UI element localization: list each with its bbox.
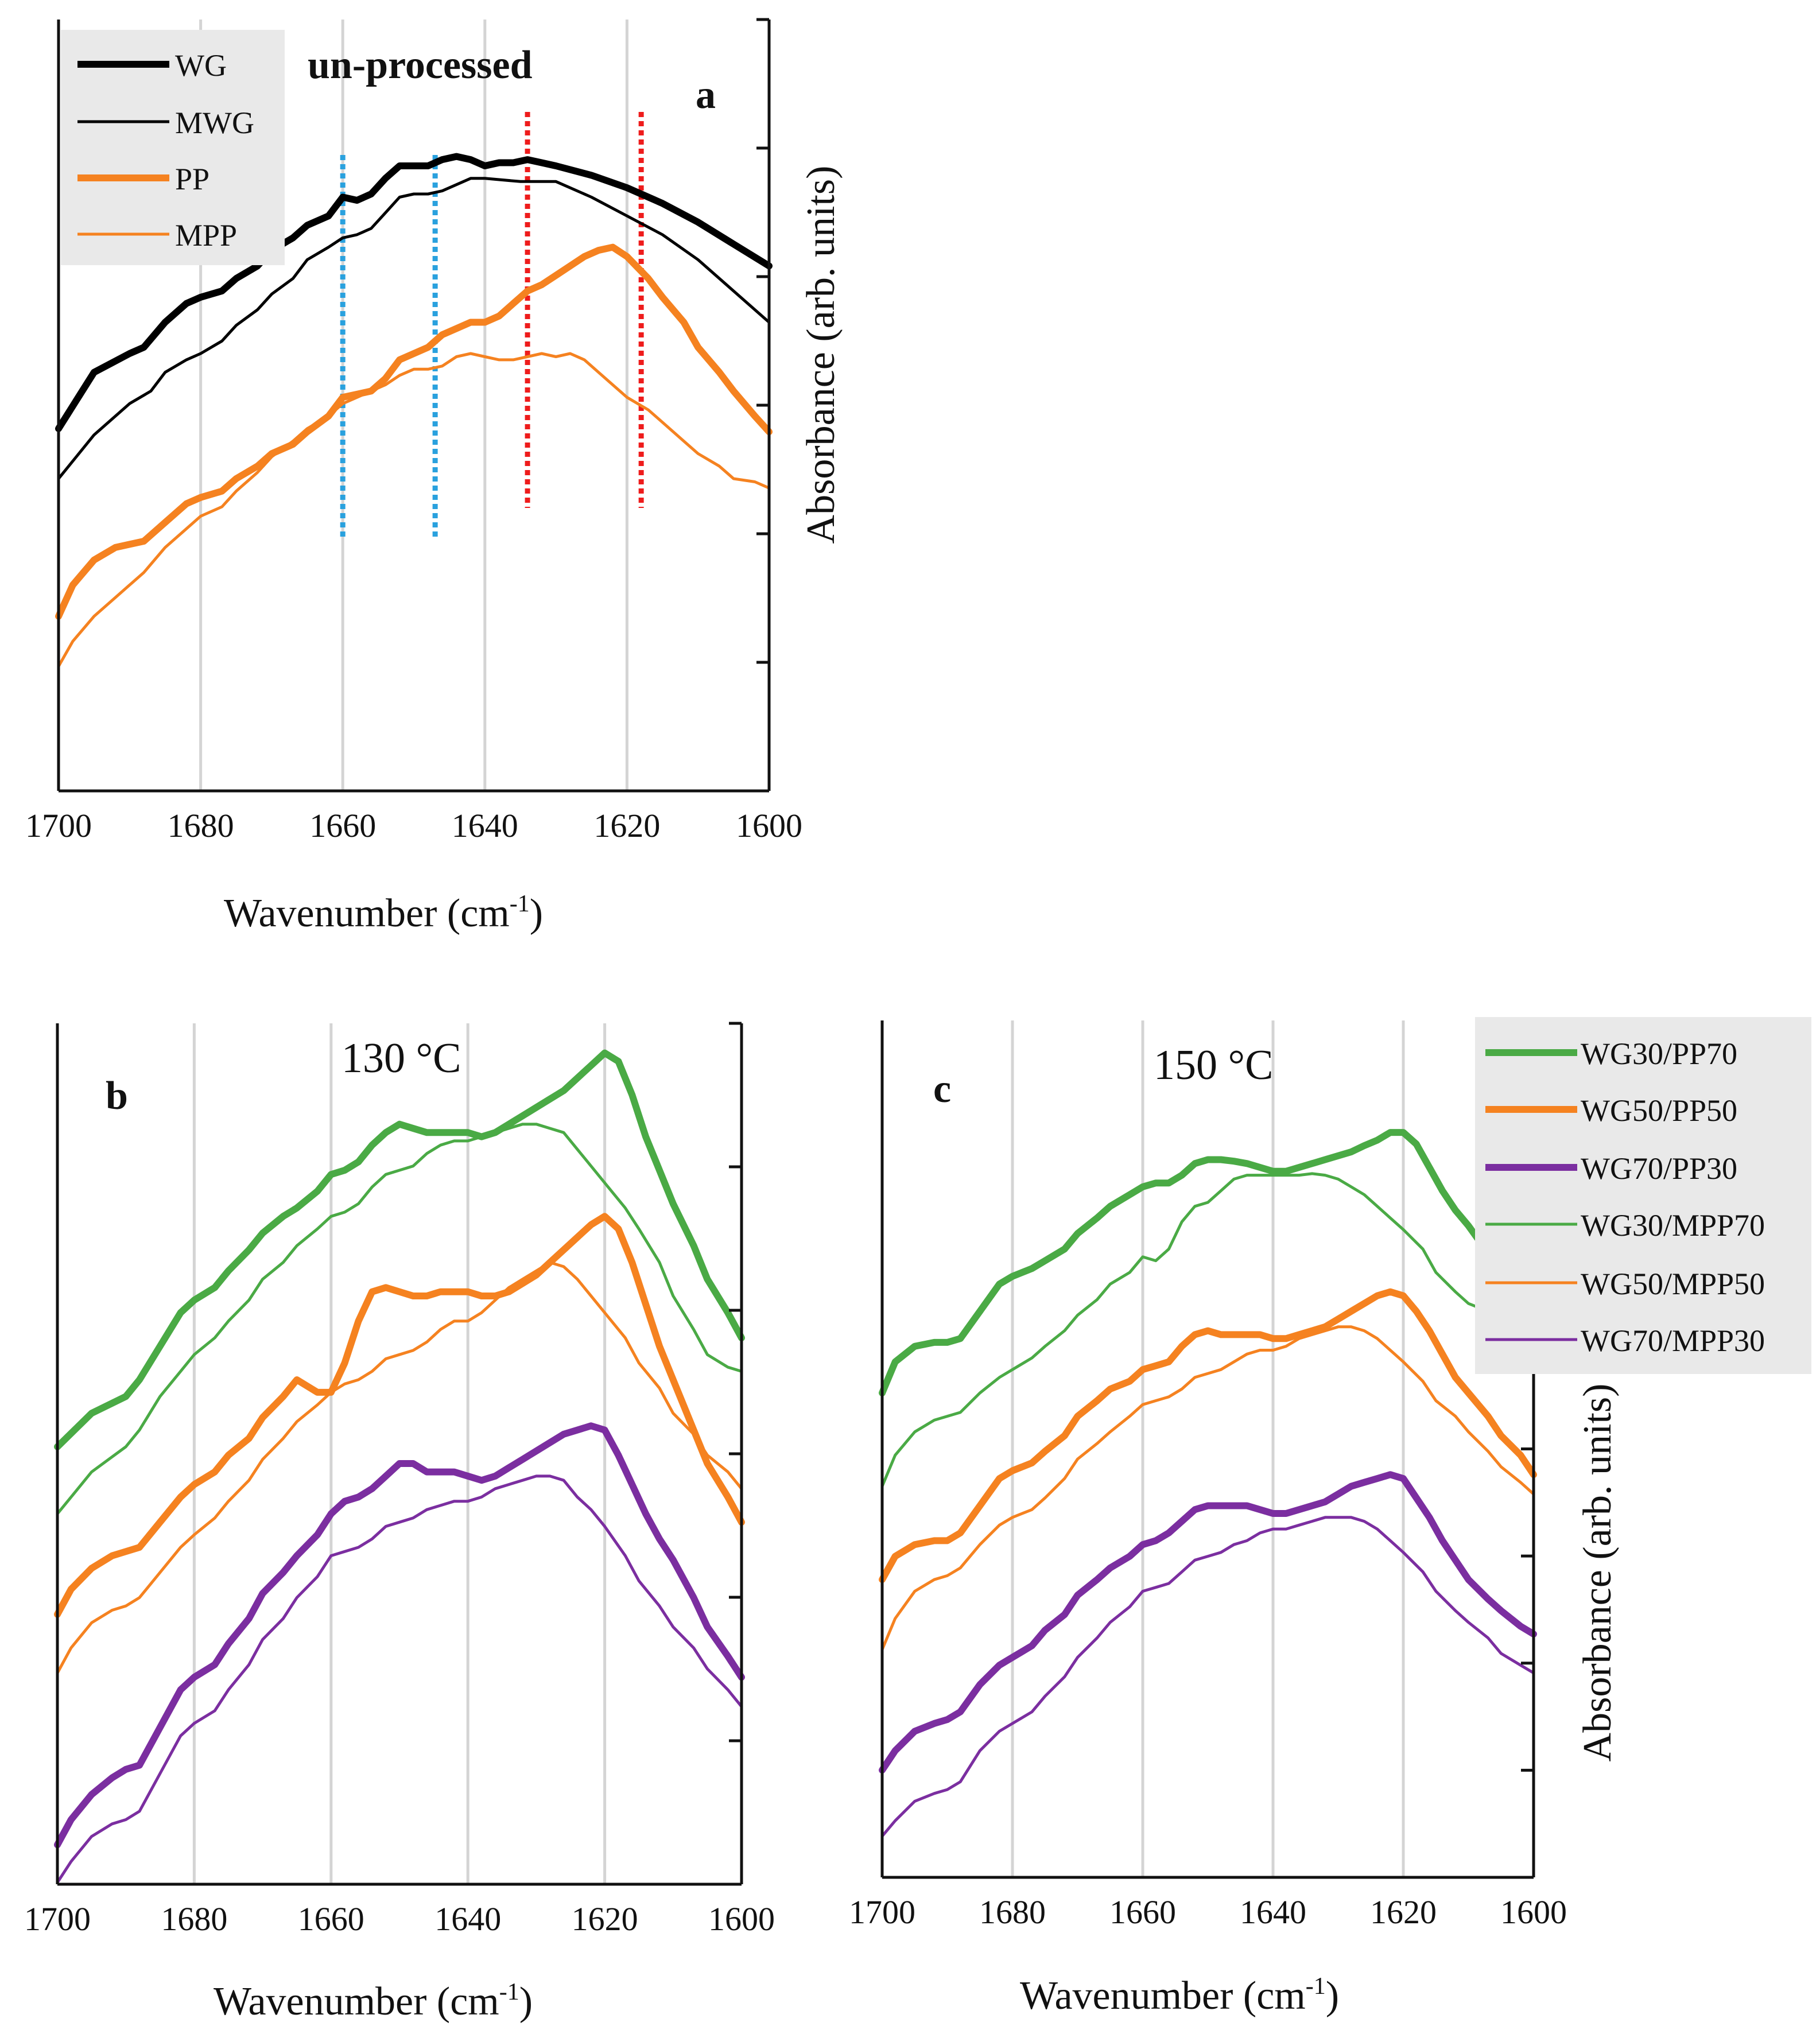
x-title-text: Wavenumber (cm — [214, 1980, 499, 2024]
panel-a-title: un-processed — [308, 43, 533, 87]
panel-a-x-tick-labels: 1700 1680 1660 1640 1620 1600 — [25, 807, 802, 844]
panel-a-series — [55, 153, 773, 668]
x-tick-label-1600: 1600 — [1500, 1893, 1567, 1931]
legend-label-wg70-mpp30: WG70/MPP30 — [1581, 1324, 1765, 1358]
x-title-close: ) — [1326, 1974, 1339, 2018]
x-tick-label-1660: 1660 — [309, 807, 376, 844]
series-line-wg70-mpp30 — [56, 1474, 743, 1884]
legend-label-mpp: MPP — [175, 218, 237, 253]
x-title-sup: -1 — [510, 891, 530, 917]
x-tick-label-1640: 1640 — [1240, 1893, 1306, 1931]
panel-c-gridlines — [1011, 1020, 1405, 1877]
panel-a-legend: WG MWG PP MPP — [61, 30, 285, 265]
legend-label-wg30-mpp70: WG30/MPP70 — [1581, 1208, 1765, 1243]
series-line-wg70-pp30 — [54, 1422, 745, 1849]
legend-label-wg: WG — [175, 48, 227, 83]
x-tick-label-1680: 1680 — [979, 1893, 1046, 1931]
series-line-mwg — [57, 177, 771, 480]
panel-b-letter: b — [106, 1074, 128, 1118]
panel-c-title: 150 °C — [1154, 1042, 1273, 1089]
x-tick-label-1640: 1640 — [434, 1900, 501, 1938]
panel-c: 1700 1680 1660 1640 1620 1600 150 °C c Wavenu… — [849, 1017, 1811, 2018]
panel-a-y-axis-title: Absorbance (arb. units) — [799, 166, 843, 544]
x-tick-label-1620: 1620 — [572, 1900, 638, 1938]
panel-a-letter: a — [696, 73, 716, 117]
panel-a: 1700 1680 1660 1640 1620 1600 WG MWG PP MPP u… — [25, 18, 843, 936]
x-title-close: ) — [530, 891, 543, 936]
x-tick-label-1620: 1620 — [593, 807, 660, 844]
series-line-mpp — [57, 352, 771, 668]
legend-label-wg50-pp50: WG50/PP50 — [1581, 1093, 1737, 1128]
series-line-wg30-pp70 — [879, 1129, 1537, 1396]
panel-c-x-tick-labels: 1700 1680 1660 1640 1620 1600 — [849, 1893, 1567, 1931]
panel-c-x-axis-title: Wavenumber (cm-1) — [1020, 1973, 1339, 2018]
series-line-wg30-mpp70 — [880, 1172, 1535, 1488]
series-line-wg50-mpp50 — [880, 1325, 1535, 1651]
x-tick-label-1700: 1700 — [24, 1900, 91, 1938]
series-line-wg30-mpp70 — [56, 1123, 743, 1516]
x-tick-label-1680: 1680 — [168, 807, 234, 844]
x-tick-label-1700: 1700 — [25, 807, 92, 844]
panel-c-y-axis-title: Absorbance (arb. units) — [1575, 1384, 1620, 1762]
series-line-wg70-mpp30 — [880, 1516, 1535, 1838]
series-line-wg70-pp30 — [879, 1471, 1537, 1774]
panel-c-series — [879, 1129, 1537, 1838]
panel-a-x-axis-title: Wavenumber (cm-1) — [224, 891, 543, 936]
x-title-text: Wavenumber (cm — [1020, 1974, 1306, 2018]
series-line-wg50-pp50 — [879, 1288, 1537, 1583]
series-line-pp — [55, 243, 773, 620]
panel-a-y-ticks — [756, 18, 769, 793]
panel-b-y-ticks — [729, 1022, 742, 1886]
x-tick-label-1600: 1600 — [736, 807, 802, 844]
x-tick-label-1640: 1640 — [452, 807, 518, 844]
panel-b: 1700 1680 1660 1640 1620 1600 130 °C b Wavenu… — [24, 1022, 775, 2024]
x-tick-label-1660: 1660 — [298, 1900, 364, 1938]
x-tick-label-1620: 1620 — [1370, 1893, 1437, 1931]
panel-b-gridlines — [192, 1023, 607, 1884]
legend-label-pp: PP — [175, 162, 209, 196]
x-title-sup: -1 — [1306, 1973, 1326, 2000]
panel-b-title: 130 °C — [342, 1035, 461, 1082]
x-tick-label-1660: 1660 — [1109, 1893, 1176, 1931]
legend-label-wg70-pp30: WG70/PP30 — [1581, 1151, 1737, 1186]
panel-c-legend: WG30/PP70 WG50/PP50 WG70/PP30 WG30/MPP70… — [1475, 1017, 1811, 1374]
panel-a-gridlines — [199, 20, 628, 791]
x-title-sup: -1 — [499, 1979, 519, 2005]
series-line-wg50-pp50 — [54, 1213, 745, 1618]
legend-label-wg50-mpp50: WG50/MPP50 — [1581, 1267, 1765, 1301]
legend-label-wg30-pp70: WG30/PP70 — [1581, 1037, 1737, 1071]
x-title-text: Wavenumber (cm — [224, 891, 510, 936]
panel-c-letter: c — [933, 1067, 951, 1111]
legend-label-mwg: MWG — [175, 106, 254, 140]
series-line-wg50-mpp50 — [56, 1261, 743, 1675]
x-tick-label-1700: 1700 — [849, 1893, 915, 1931]
panel-b-series — [54, 1049, 745, 1884]
panel-a-dotted-markers — [340, 112, 644, 537]
panel-b-x-tick-labels: 1700 1680 1660 1640 1620 1600 — [24, 1900, 775, 1938]
panel-c-legend-box — [1475, 1017, 1811, 1374]
series-line-wg30-pp70 — [54, 1049, 745, 1450]
x-tick-label-1680: 1680 — [161, 1900, 227, 1938]
x-title-close: ) — [519, 1980, 533, 2024]
panel-b-x-axis-title: Wavenumber (cm-1) — [214, 1979, 533, 2024]
x-tick-label-1600: 1600 — [708, 1900, 775, 1938]
series-line-wg — [55, 153, 773, 432]
panel-a-legend-box — [61, 30, 285, 265]
